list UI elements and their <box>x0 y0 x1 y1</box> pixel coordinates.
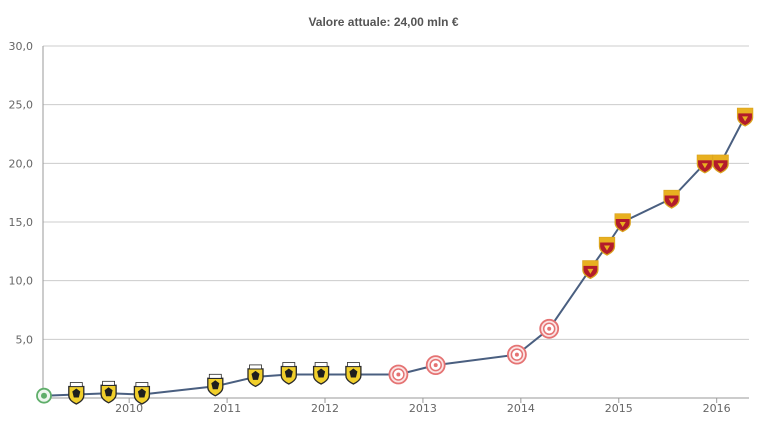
value-point-red-club-crest-icon <box>388 364 409 385</box>
x-tick-label: 2016 <box>703 402 731 415</box>
value-point-roma-crest-icon <box>696 154 714 174</box>
value-point-roma-crest-icon <box>582 260 599 280</box>
value-point-roma-crest-icon <box>663 189 680 209</box>
value-point-roma-crest-icon <box>736 107 754 127</box>
value-point-roma-crest-icon <box>598 236 616 256</box>
value-point-aek-crest-icon <box>345 362 362 385</box>
value-point-aek-crest-icon <box>207 373 224 397</box>
y-tick-label: 30,0 <box>9 40 34 53</box>
value-point-roma-crest-icon <box>712 154 729 174</box>
value-point-red-club-crest-icon <box>539 318 560 339</box>
value-point-aek-crest-icon <box>312 362 330 385</box>
marker-layer <box>36 107 754 405</box>
value-series-line <box>43 115 746 397</box>
grid-layer <box>43 45 749 340</box>
value-point-aek-crest-icon <box>133 382 151 405</box>
y-tick-label: 25,0 <box>9 99 34 112</box>
value-point-aek-crest-icon <box>100 380 117 404</box>
x-tick-label: 2015 <box>605 402 633 415</box>
value-point-red-club-crest-icon <box>425 355 446 376</box>
value-point-aek-crest-icon <box>280 362 297 385</box>
value-point-green-club-crest-icon <box>36 387 52 404</box>
x-tick-label: 2014 <box>507 402 535 415</box>
value-point-aek-crest-icon <box>68 382 85 405</box>
value-point-roma-crest-icon <box>614 213 631 233</box>
series-line-layer <box>43 115 746 397</box>
x-tick-label: 2013 <box>409 402 437 415</box>
y-tick-label: 15,0 <box>9 216 34 229</box>
x-tick-label: 2011 <box>213 402 241 415</box>
chart-title: Valore attuale: 24,00 mln € <box>308 15 459 29</box>
x-tick-label: 2012 <box>311 402 339 415</box>
y-tick-label: 20,0 <box>9 157 34 170</box>
y-tick-label: 10,0 <box>9 275 34 288</box>
x-tick-label: 2010 <box>115 402 143 415</box>
value-point-red-club-crest-icon <box>507 344 527 365</box>
axis-layer: 5,0 10,0 15,0 20,0 25,0 30,0 2010 2011 2012 2013 2… <box>9 40 749 415</box>
value-point-aek-crest-icon <box>247 364 264 388</box>
y-tick-label: 5,0 <box>16 333 34 346</box>
